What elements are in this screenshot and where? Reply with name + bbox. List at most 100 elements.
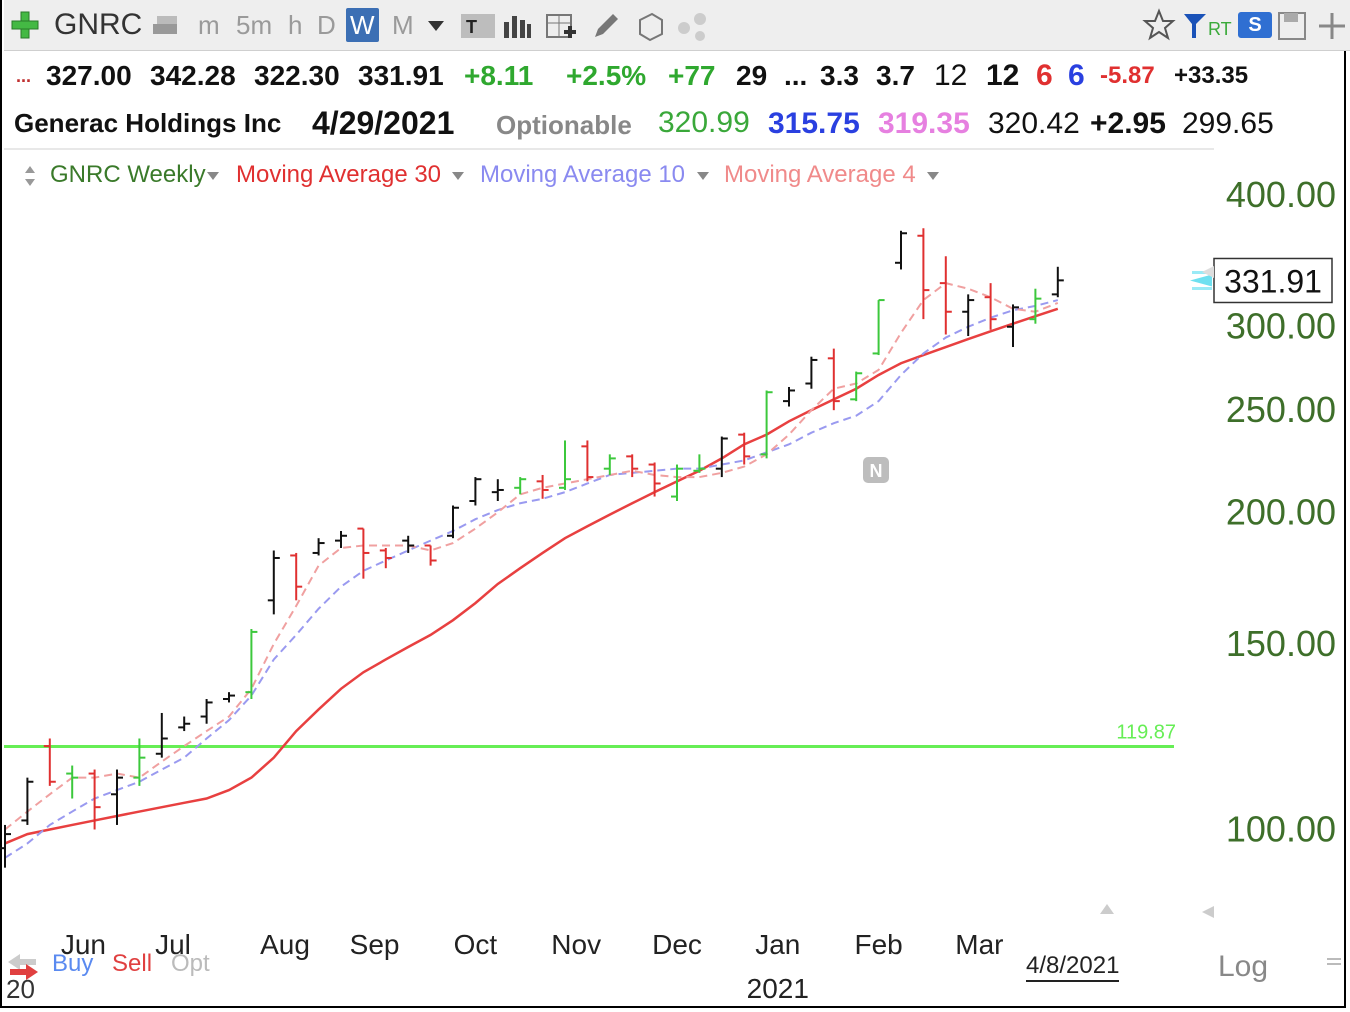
ohlc-bar bbox=[648, 462, 661, 497]
ohlc-bar bbox=[66, 765, 79, 799]
scroll-left-icon[interactable] bbox=[1202, 906, 1214, 918]
quote-ellipsis-2: ... bbox=[784, 60, 808, 91]
ohlc-bar bbox=[805, 356, 818, 389]
tab-m-monthly[interactable]: M bbox=[392, 10, 414, 40]
ohlc-bar bbox=[491, 479, 504, 501]
tab-h[interactable]: h bbox=[288, 10, 303, 40]
quote-row-2: Generac Holdings Inc 4/29/2021 Optionabl… bbox=[0, 100, 1350, 146]
cube-icon[interactable] bbox=[634, 10, 668, 42]
ohlc-bar bbox=[536, 474, 549, 499]
legend-weekly[interactable]: GNRC Weekly bbox=[50, 161, 206, 188]
price-chart[interactable]: 119.87 N 100.00 150.00 200.00 250.00 300.00 400… bbox=[0, 148, 1350, 1012]
s-label: S bbox=[1248, 14, 1262, 36]
ma30-line bbox=[4, 307, 1059, 845]
sell-button[interactable]: Sell bbox=[112, 950, 153, 977]
sort-icon[interactable] bbox=[22, 164, 38, 188]
legend: GNRC Weekly Moving Average 30 Moving Ave… bbox=[0, 158, 1200, 192]
symbol-field[interactable]: GNRC bbox=[54, 8, 143, 41]
ohlc-bar bbox=[917, 228, 930, 320]
s-button[interactable]: S bbox=[1238, 12, 1272, 38]
open-value: 327.00 bbox=[46, 60, 132, 91]
ohlc-bar bbox=[715, 436, 728, 478]
x-tick-label: Dec bbox=[652, 929, 702, 960]
legend-ma4[interactable]: Moving Average 4 bbox=[724, 161, 916, 188]
chevron-down-icon[interactable] bbox=[451, 170, 465, 182]
chevron-down-icon[interactable] bbox=[926, 170, 940, 182]
save-icon[interactable] bbox=[1276, 10, 1308, 42]
ohlc-bar bbox=[111, 769, 123, 825]
tab-5m[interactable]: 5m bbox=[236, 10, 273, 40]
x-tick-label: Jan bbox=[755, 929, 800, 960]
ohlc-bar bbox=[984, 283, 997, 330]
ohlc-bar bbox=[1029, 288, 1042, 324]
chevron-down-icon[interactable] bbox=[696, 170, 710, 182]
value-v5: +2.95 bbox=[1090, 107, 1166, 140]
value-v2: 315.75 bbox=[768, 107, 860, 140]
ohlc-bar bbox=[872, 299, 885, 356]
news-marker[interactable] bbox=[863, 457, 889, 483]
tab-d[interactable]: D bbox=[317, 10, 336, 40]
y-tick-label: 200.00 bbox=[1226, 491, 1336, 532]
value-neg: -5.87 bbox=[1100, 62, 1155, 89]
value-3-7: 3.7 bbox=[876, 60, 915, 91]
ohlc-bar bbox=[155, 712, 168, 758]
x-tick-label: Jun bbox=[61, 929, 106, 960]
ohlc-bar bbox=[783, 386, 795, 407]
scroll-up-icon[interactable] bbox=[1100, 904, 1114, 914]
buy-sell-arrows-icon[interactable] bbox=[6, 952, 40, 982]
high-value: 342.28 bbox=[150, 60, 236, 91]
stack-icon[interactable] bbox=[150, 12, 184, 40]
last-price-label: 331.91 bbox=[1224, 263, 1322, 299]
year-start-label: 20 bbox=[6, 974, 35, 1004]
ohlc-bar bbox=[335, 530, 347, 548]
bar-chart-icon[interactable] bbox=[500, 12, 534, 40]
ohlc-bar bbox=[379, 547, 392, 569]
ohlc-bar bbox=[0, 824, 11, 868]
menu-icon[interactable] bbox=[1326, 956, 1342, 968]
ohlc-bar bbox=[581, 440, 594, 482]
flag-icon[interactable] bbox=[1180, 10, 1210, 40]
quote-date: 4/29/2021 bbox=[312, 105, 455, 141]
x-tick-label: Oct bbox=[454, 929, 498, 960]
text-tool-icon[interactable]: T bbox=[460, 12, 496, 40]
pencil-icon[interactable] bbox=[590, 10, 622, 42]
optionable-label: Optionable bbox=[496, 110, 632, 140]
ohlc-bar bbox=[267, 550, 280, 615]
ohlc-bar bbox=[850, 371, 863, 402]
ohlc-bar bbox=[290, 552, 303, 601]
chevron-down-icon[interactable] bbox=[206, 170, 220, 182]
value-29: 29 bbox=[736, 60, 768, 91]
grid-add-icon[interactable] bbox=[544, 12, 578, 42]
ohlc-bar bbox=[738, 432, 751, 465]
ohlc-bar bbox=[43, 738, 56, 786]
buy-button[interactable]: Buy bbox=[52, 950, 94, 977]
change-pct: +2.5% bbox=[566, 60, 647, 91]
add-icon[interactable] bbox=[10, 10, 40, 40]
tab-m[interactable]: m bbox=[198, 10, 220, 40]
tab-w[interactable]: W bbox=[346, 8, 379, 42]
legend-ma30[interactable]: Moving Average 30 bbox=[236, 161, 442, 188]
ohlc-bar bbox=[962, 294, 975, 336]
ohlc-bar bbox=[88, 769, 101, 830]
chevron-down-icon[interactable] bbox=[426, 18, 446, 34]
legend-ma10[interactable]: Moving Average 10 bbox=[480, 161, 686, 188]
value-v4: 320.42 bbox=[988, 107, 1080, 140]
ohlc-bar bbox=[357, 527, 370, 579]
ma4-line bbox=[4, 282, 1059, 831]
share-icon[interactable] bbox=[676, 10, 712, 42]
ohlc-bar bbox=[447, 505, 459, 539]
star-icon[interactable] bbox=[1142, 8, 1176, 42]
rt-label[interactable]: RT bbox=[1208, 19, 1232, 39]
ohlc-bar bbox=[223, 692, 235, 703]
x-tick-label: Feb bbox=[854, 929, 902, 960]
quote-row: ... 327.00 342.28 322.30 331.91 +8.11 +2… bbox=[0, 54, 1350, 98]
ohlc-bar bbox=[178, 716, 191, 732]
value-v3: 319.35 bbox=[878, 107, 970, 140]
opt-button[interactable]: Opt bbox=[171, 950, 210, 977]
scroll-left-icon[interactable] bbox=[1202, 266, 1214, 278]
quote-ellipsis: ... bbox=[16, 66, 32, 86]
value-12a: 12 bbox=[934, 59, 968, 92]
move-icon[interactable] bbox=[1316, 10, 1348, 42]
log-toggle[interactable]: Log bbox=[1218, 950, 1269, 983]
x-tick-label: Jul bbox=[155, 929, 191, 960]
